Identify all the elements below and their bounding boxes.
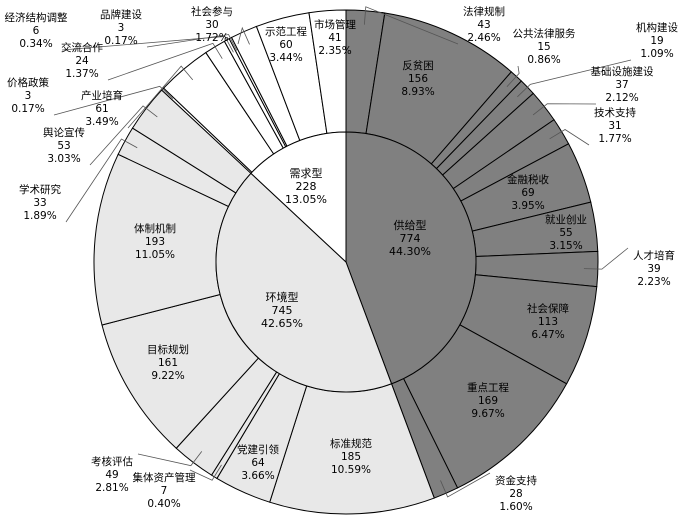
outer-label-产业培育: 产业培育 61 3.49% <box>81 89 123 128</box>
outer-label-体制机制: 体制机制 193 11.05% <box>134 222 176 261</box>
outer-label-就业创业: 就业创业 55 3.15% <box>545 213 587 252</box>
outer-label-品牌建设: 品牌建设 3 0.17% <box>100 8 142 47</box>
labels: 供给型 774 44.30% 环境型 745 42.65% 需求型 228 13.05% 法律规制… <box>5 5 679 513</box>
leader-line-机构建设 <box>517 59 632 98</box>
inner-label-环境型: 环境型 745 42.65% <box>261 290 303 330</box>
leader-line-人才培育 <box>583 247 629 270</box>
outer-label-学术研究: 学术研究 33 1.89% <box>19 183 61 222</box>
outer-label-考核评估: 考核评估 49 2.81% <box>91 455 133 494</box>
inner-slice-需求型 <box>250 131 347 264</box>
outer-label-公共法律服务: 公共法律服务 15 0.86% <box>513 27 576 66</box>
outer-label-市场管理: 市场管理 41 2.35% <box>314 18 356 57</box>
outer-label-机构建设: 机构建设 19 1.09% <box>636 21 678 60</box>
leader-line-经济结构调整 <box>61 36 234 53</box>
leader-line-舆论宣传 <box>89 105 158 166</box>
outer-label-技术支持: 技术支持 31 1.77% <box>594 106 636 145</box>
inner-slice-供给型 <box>345 131 477 385</box>
leader-line-基础设施建设 <box>532 103 597 116</box>
leader-line-技术支持 <box>549 129 590 146</box>
leader-line-公共法律服务 <box>506 65 520 87</box>
outer-label-基础设施建设: 基础设施建设 37 2.12% <box>591 65 654 104</box>
outer-label-目标规划: 目标规划 161 9.22% <box>147 343 189 382</box>
outer-label-经济结构调整: 经济结构调整 6 0.34% <box>5 11 68 50</box>
outer-label-价格政策: 价格政策 3 0.17% <box>7 76 49 115</box>
inner-slice-环境型 <box>215 172 393 393</box>
outer-label-资金支持: 资金支持 28 1.60% <box>495 474 537 513</box>
outer-label-重点工程: 重点工程 169 9.67% <box>467 381 509 420</box>
outer-label-人才培育: 人才培育 39 2.23% <box>633 249 675 288</box>
leader-lines <box>53 6 632 498</box>
leader-line-品牌建设 <box>146 34 238 51</box>
outer-ring <box>93 9 599 515</box>
outer-label-舆论宣传: 舆论宣传 53 3.03% <box>43 126 85 165</box>
outer-label-社会保障: 社会保障 113 6.47% <box>527 302 569 341</box>
inner-ring <box>215 131 477 393</box>
outer-label-金融税收: 金融税收 69 3.95% <box>507 173 549 212</box>
leader-line-产业培育 <box>127 65 194 129</box>
leader-line-学术研究 <box>65 138 138 223</box>
leader-line-考核评估 <box>137 451 203 467</box>
outer-label-示范工程: 示范工程 60 3.44% <box>265 25 307 64</box>
outer-label-交流合作: 交流合作 24 1.37% <box>61 41 103 80</box>
leader-line-价格政策 <box>53 85 174 116</box>
leader-line-社会参与 <box>237 26 250 45</box>
leader-line-法律规制 <box>363 6 459 45</box>
inner-label-需求型: 需求型 228 13.05% <box>285 166 327 206</box>
outer-label-法律规制: 法律规制 43 2.46% <box>463 5 505 44</box>
leader-line-交流合作 <box>107 42 223 81</box>
outer-label-反贫困: 反贫困 156 8.93% <box>401 59 434 98</box>
outer-label-社会参与: 社会参与 30 1.72% <box>191 5 233 44</box>
inner-label-供给型: 供给型 774 44.30% <box>389 218 431 258</box>
leader-line-集体资产管理 <box>189 464 222 481</box>
leader-line-资金支持 <box>440 472 491 498</box>
outer-label-党建引领: 党建引领 64 3.66% <box>237 443 279 482</box>
outer-label-集体资产管理: 集体资产管理 7 0.40% <box>133 471 196 510</box>
outer-label-标准规范: 标准规范 185 10.59% <box>330 437 372 476</box>
